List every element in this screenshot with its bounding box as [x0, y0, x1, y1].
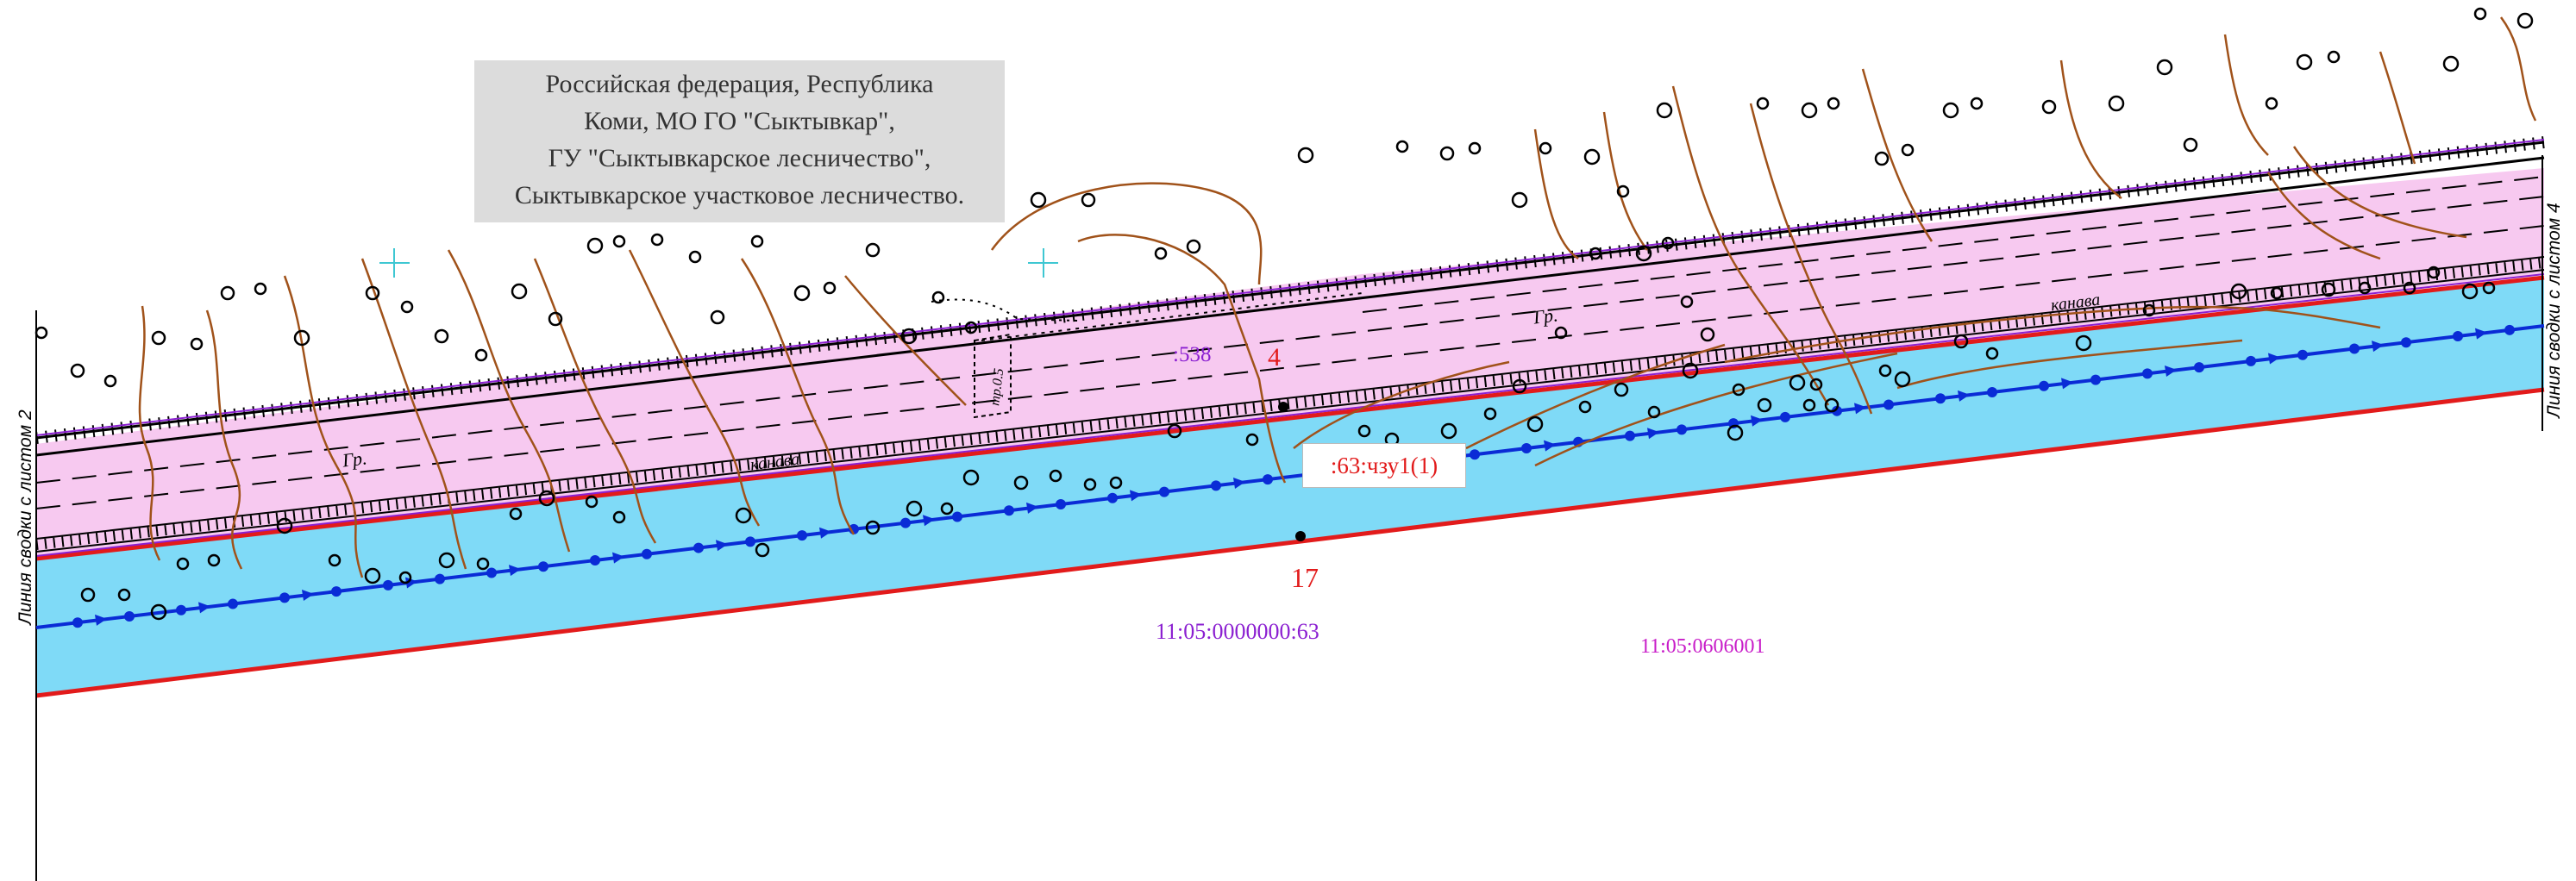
parcel-boundaries — [35, 139, 2545, 698]
match-line-right-label: Линия сводки с листом 4 — [2544, 203, 2564, 418]
ground-label-left: Гр. — [341, 447, 368, 472]
ground-label-right: Гр. — [1532, 303, 1559, 328]
cadastral-number-label: 11:05:0000000:63 — [1156, 619, 1319, 644]
sheet-frame-lines — [35, 155, 2543, 881]
road-strip-area — [36, 168, 2544, 559]
match-line-left-label: Линия сводки с листом 2 — [16, 409, 35, 625]
address-line-3: ГУ "Сыктывкарское лесничество", — [548, 144, 931, 172]
tree-symbols — [34, 7, 2534, 621]
grid-crosses — [379, 248, 1058, 278]
location-address-box: Российская федерация, Республика Коми, М… — [474, 60, 1005, 222]
zone-label: :63:чзу1(1) — [1302, 443, 1466, 488]
road-bend-dotted — [931, 298, 1079, 322]
point-number-17: 17 — [1291, 562, 1319, 593]
address-line-4: Сыктывкарское участковое лесничество. — [514, 181, 965, 209]
cadastral-quarter-label: 11:05:0606001 — [1640, 635, 1765, 658]
survey-points — [1278, 402, 1306, 541]
culvert-symbol — [974, 333, 1012, 419]
parcel-538-label: :538 — [1173, 343, 1212, 366]
address-line-1: Российская федерация, Республика — [545, 70, 934, 98]
contour-lines — [138, 16, 2537, 578]
embankment-hatching — [35, 136, 2545, 553]
point-number-4: 4 — [1268, 343, 1281, 372]
address-line-2: Коми, МО ГО "Сыктывкар", — [584, 107, 895, 135]
